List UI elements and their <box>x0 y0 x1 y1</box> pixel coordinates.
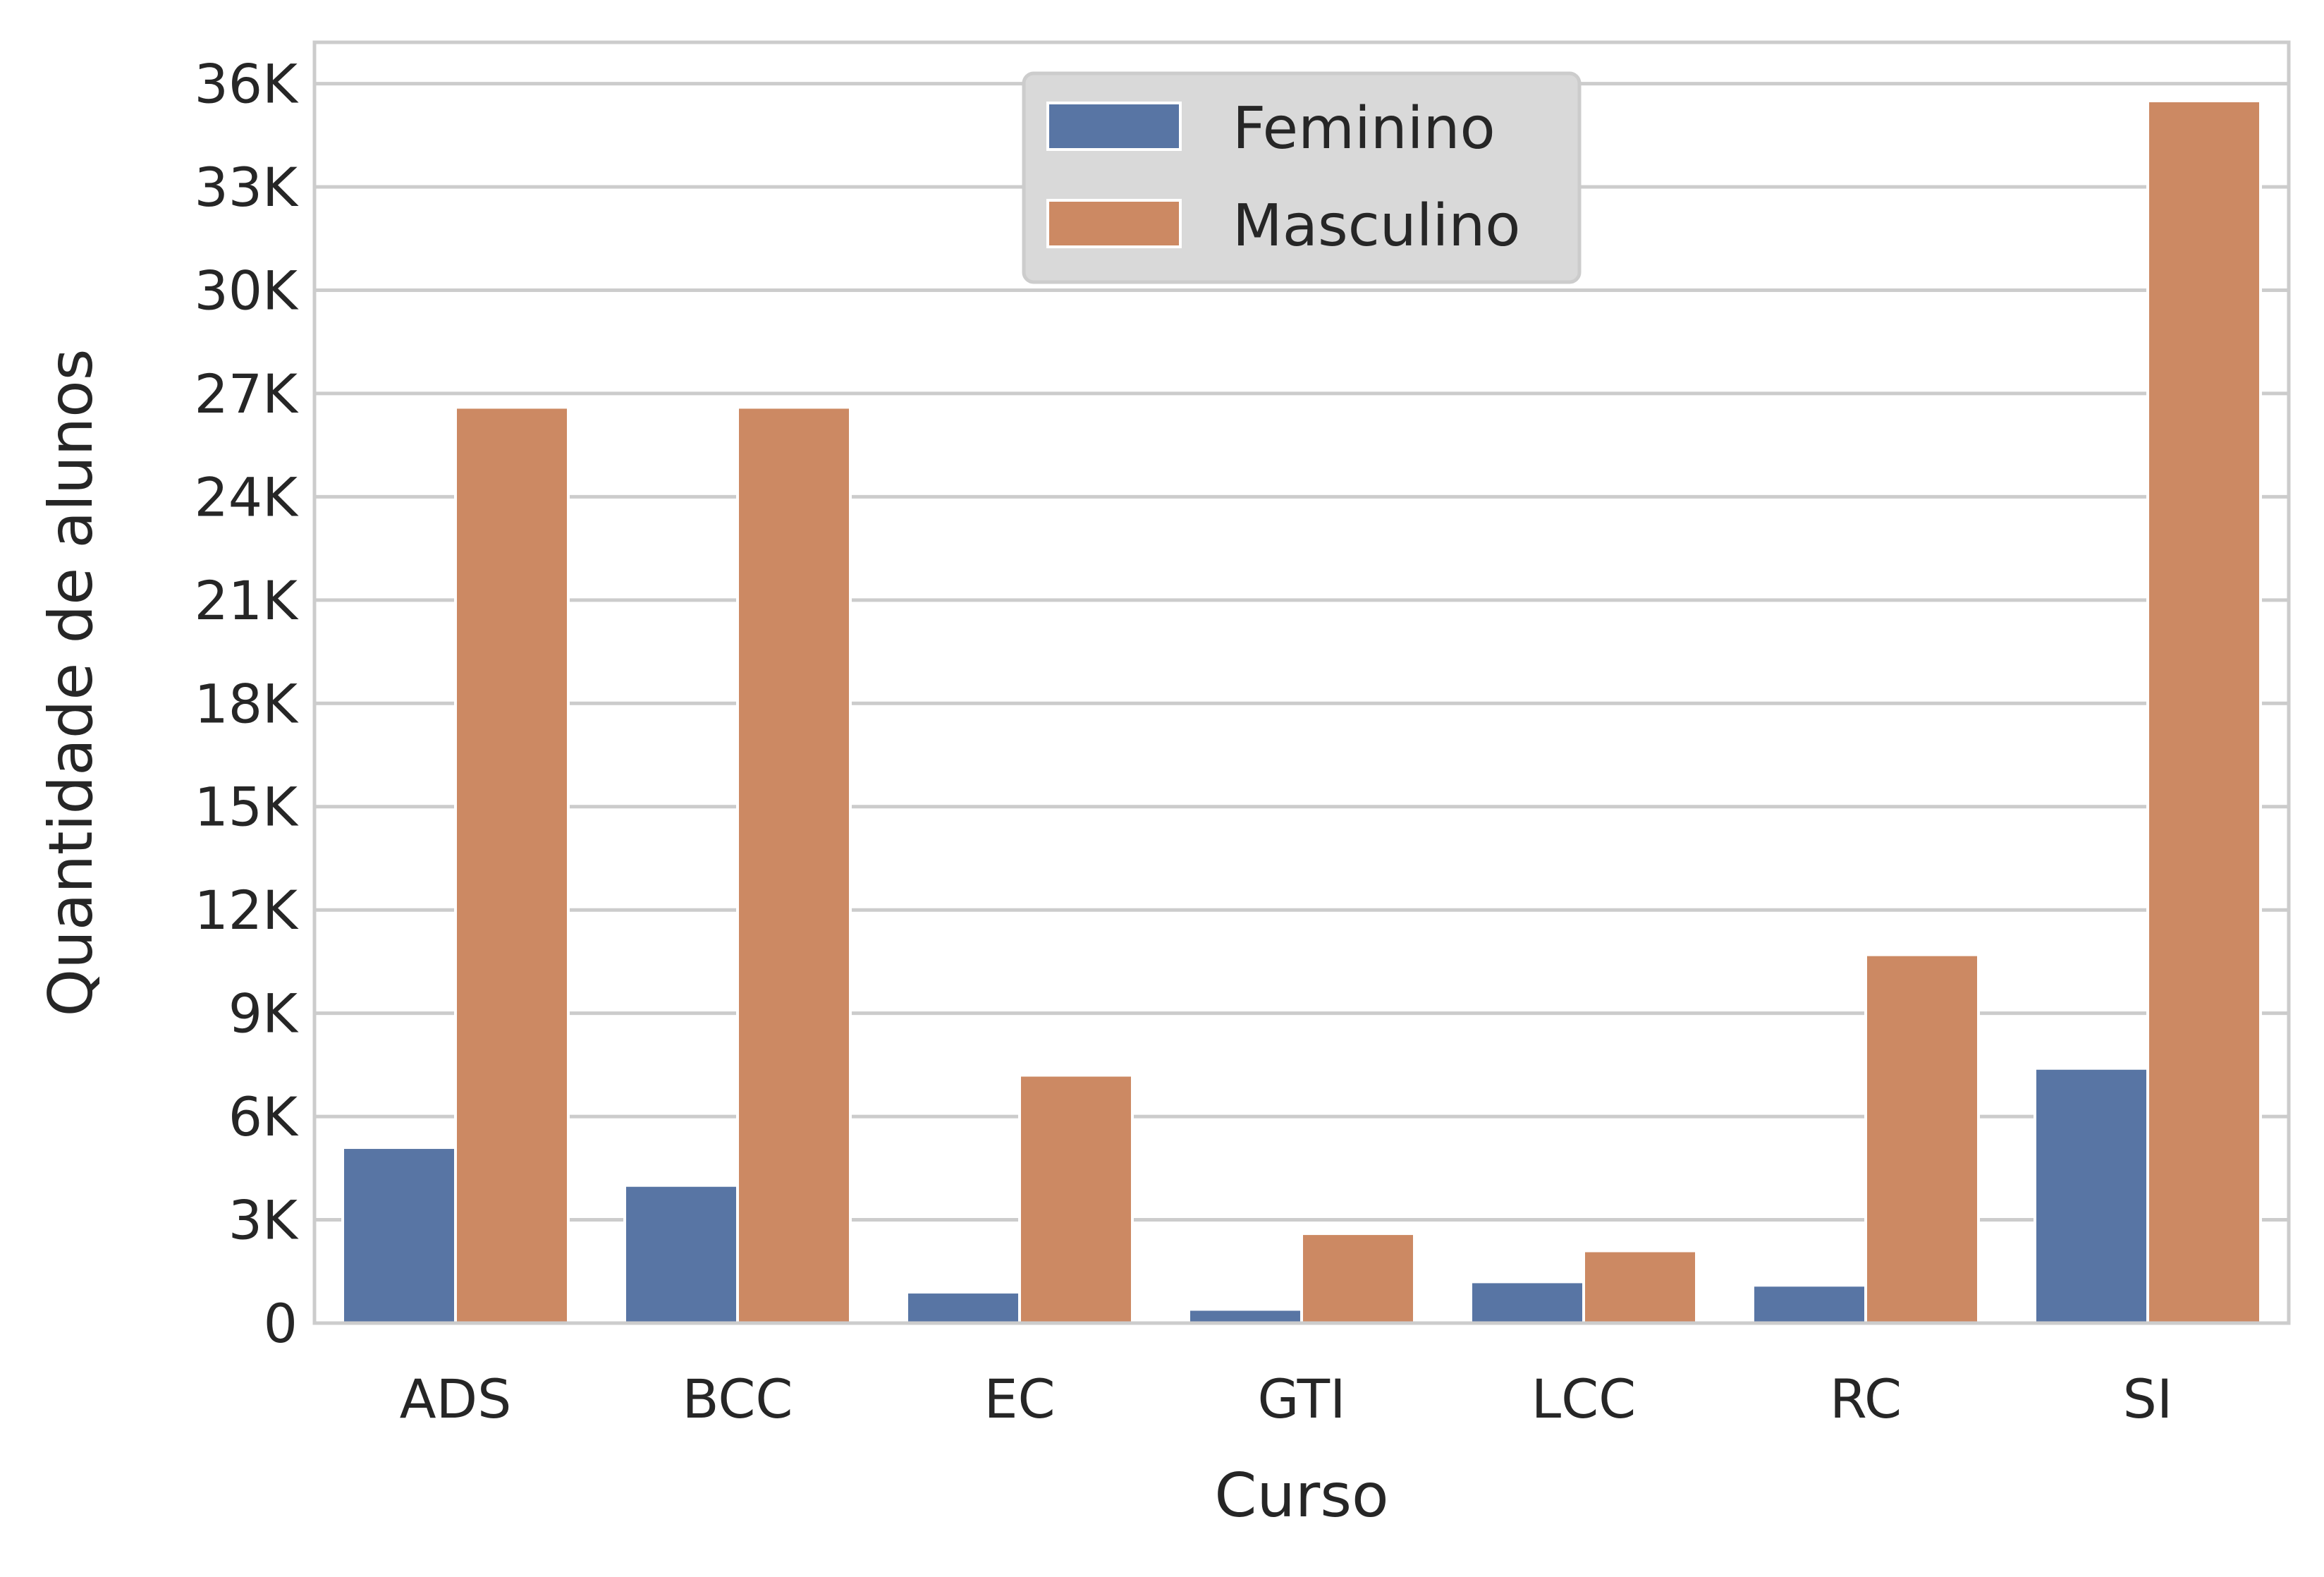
bar-feminino-rc <box>1751 1284 1867 1325</box>
bar-masculino-gti <box>1300 1232 1416 1325</box>
bar-feminino-ads <box>341 1146 457 1325</box>
y-tick-label: 12K <box>194 879 299 942</box>
bar-masculino-bcc <box>736 406 852 1325</box>
plot-frame <box>312 40 2291 1325</box>
y-tick-labels: 0 3K 6K 9K 12K 15K 18K 21K 24K 27K 30K 33K 36K <box>194 53 299 1355</box>
x-tick-label: ADS <box>400 1368 512 1430</box>
bar-feminino-gti <box>1187 1308 1303 1325</box>
bar-masculino-lcc <box>1582 1249 1698 1325</box>
y-tick-label: 27K <box>194 363 299 425</box>
y-tick-label: 3K <box>228 1189 299 1252</box>
legend-swatch-feminino <box>1046 102 1182 151</box>
y-tick-label: 36K <box>194 53 299 116</box>
y-axis-label: Quantidade de alunos <box>36 348 106 1016</box>
legend-label-feminino: Feminino <box>1233 95 1496 162</box>
legend: Feminino Masculino <box>1022 71 1582 284</box>
bar-masculino-si <box>2146 99 2262 1325</box>
x-tick-label: BCC <box>683 1368 793 1430</box>
y-tick-label: 0 <box>264 1292 298 1355</box>
y-tick-label: 24K <box>194 465 299 528</box>
legend-label-masculino: Masculino <box>1233 193 1520 260</box>
y-tick-label: 33K <box>194 156 299 219</box>
bar-feminino-ec <box>905 1291 1021 1325</box>
y-tick-label: 18K <box>194 672 299 735</box>
bar-feminino-si <box>2034 1066 2149 1325</box>
y-tick-label: 9K <box>228 982 299 1045</box>
y-tick-label: 6K <box>228 1085 299 1148</box>
x-tick-label: EC <box>984 1368 1055 1430</box>
bar-feminino-lcc <box>1469 1280 1585 1325</box>
y-tick-label: 30K <box>194 259 299 322</box>
y-tick-label: 15K <box>194 776 299 839</box>
bars <box>341 99 2262 1325</box>
bar-feminino-bcc <box>623 1183 739 1325</box>
x-tick-label: GTI <box>1257 1368 1345 1430</box>
bar-masculino-rc <box>1864 953 1980 1325</box>
x-tick-labels: ADS BCC EC GTI LCC RC SI <box>400 1368 2173 1430</box>
x-tick-label: SI <box>2123 1368 2173 1430</box>
y-tick-label: 21K <box>194 569 299 632</box>
bar-masculino-ads <box>454 406 570 1325</box>
legend-swatch-masculino <box>1046 199 1182 248</box>
x-axis-label: Curso <box>1214 1461 1388 1531</box>
bar-masculino-ec <box>1018 1073 1134 1325</box>
x-tick-label: LCC <box>1531 1368 1636 1430</box>
x-tick-label: RC <box>1830 1368 1902 1430</box>
